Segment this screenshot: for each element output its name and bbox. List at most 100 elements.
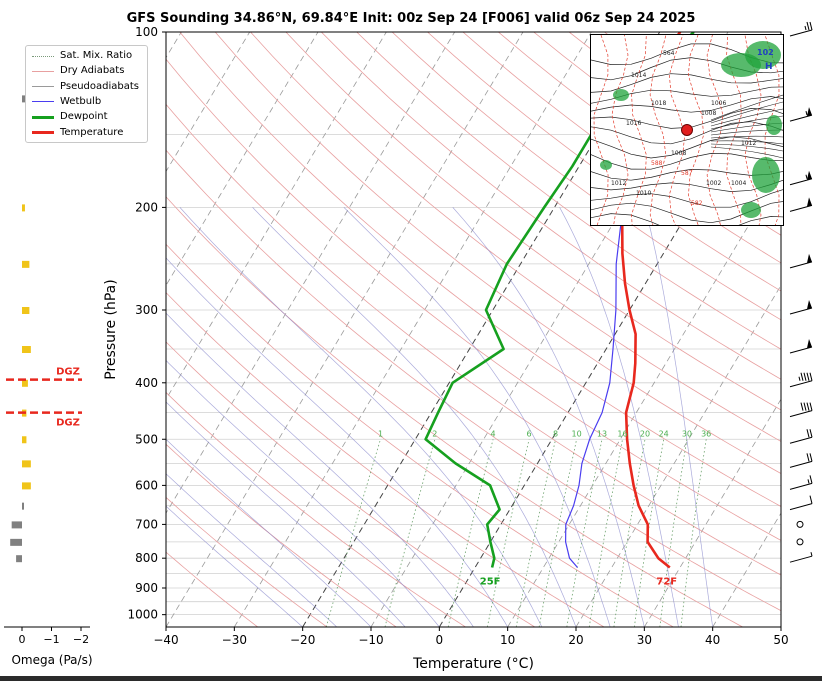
omega-bar [22, 502, 24, 510]
omega-bar [22, 482, 31, 490]
wind-barb [789, 170, 813, 186]
gradient-contour [710, 94, 783, 121]
mixing-ratio-line [384, 439, 436, 627]
isobar-label: 1018 [651, 100, 666, 107]
omega-tick-label: 0 [19, 633, 26, 646]
mixing-ratio-line [325, 439, 381, 627]
barb-full [809, 453, 813, 462]
calm-wind-circle [796, 520, 804, 528]
pseudoadiabat [166, 473, 338, 627]
isotherm-line [780, 626, 781, 627]
wind-barb [789, 475, 813, 490]
isobar-label: 1010 [636, 190, 651, 197]
pseudoadiabat [166, 438, 372, 627]
surface-label: 25F [480, 576, 501, 587]
mixing-ratio-label: 6 [527, 429, 532, 438]
pseudoadiabat [166, 257, 508, 627]
barb-flag [807, 299, 812, 309]
mixing-ratio-label: 16 [617, 429, 627, 438]
y-tick-label: 500 [135, 432, 158, 446]
pseudoadiabat [559, 207, 679, 627]
height-contour [726, 35, 742, 225]
wind-barb [789, 21, 813, 37]
barb-flag [807, 197, 812, 207]
precip-area [613, 89, 629, 101]
omega-tick-label: −1 [43, 633, 59, 646]
isotherm-line [370, 32, 729, 627]
dry-adiabat [356, 32, 781, 350]
mixing-ratio-label: 10 [572, 429, 582, 438]
legend-label: Wetbulb [60, 95, 102, 107]
x-tick-label: 40 [705, 633, 720, 647]
barb-full [809, 475, 813, 484]
chart-title: GFS Sounding 34.86°N, 69.84°E Init: 00z … [126, 11, 696, 26]
gradient-contour [710, 140, 783, 145]
legend-item: Sat. Mix. Ratio [32, 49, 146, 63]
barb-flag [807, 170, 812, 180]
dry-adiabat [166, 496, 328, 627]
barb-shaft [789, 178, 813, 186]
precip-area [752, 157, 780, 193]
barb-full [806, 372, 810, 381]
barb-full [806, 453, 810, 462]
precip-area [600, 160, 612, 170]
inset-contours: 564 1014 1016 1018 1012 1010 1008 1006 1004 1002 1… [591, 35, 783, 225]
y-axis-label: Pressure (hPa) [103, 279, 119, 379]
barb-shaft [789, 460, 813, 468]
omega-axis-label: Omega (Pa/s) [11, 653, 92, 667]
isobar-label: 1012 [741, 140, 756, 147]
isotherm-line [438, 56, 781, 627]
dry-adiabat [166, 149, 781, 612]
omega-bar [22, 460, 31, 468]
mixing-ratio-label: 4 [491, 429, 496, 438]
pseudoadiabat [179, 207, 543, 627]
barb-full [800, 402, 804, 411]
wind-barb [789, 339, 813, 354]
isobar-label: 1012 [611, 180, 626, 187]
omega-bar [22, 260, 30, 268]
wind-barb [789, 253, 813, 269]
isotherm-line [233, 32, 592, 627]
gradient-contour [710, 143, 783, 152]
omega-bar [11, 521, 22, 529]
legend-label: Temperature [60, 126, 124, 138]
barb-full [809, 402, 813, 411]
legend-swatch [32, 86, 54, 88]
barb-shaft [789, 380, 813, 388]
isobar-label: 1004 [731, 180, 746, 187]
x-tick-label: 20 [568, 633, 583, 647]
legend-swatch [32, 55, 54, 57]
barb-flag [807, 253, 812, 263]
legend-item: Pseudoadiabats [32, 80, 146, 94]
isotherm-line [643, 398, 781, 627]
precip-area [766, 115, 782, 135]
barb-half [804, 25, 807, 31]
mixing-ratio-label: 24 [659, 429, 669, 438]
x-tick-label: 10 [500, 633, 515, 647]
wind-barb [789, 299, 813, 315]
dry-adiabat [166, 103, 781, 576]
wind-barb [789, 429, 813, 444]
barb-full [809, 495, 813, 504]
height-contour [611, 35, 629, 225]
omega-bar [10, 538, 22, 546]
barb-half [805, 111, 808, 116]
pseudoadiabat [166, 312, 474, 627]
mixing-ratio-label: 20 [640, 429, 650, 438]
isobar-contour [591, 136, 783, 159]
legend-swatch [32, 115, 54, 119]
y-tick-label: 800 [135, 551, 158, 565]
barb-full [803, 402, 807, 411]
isobar-contour [591, 189, 783, 208]
isobar-label: 564 [663, 50, 675, 57]
mixing-ratio-line [515, 439, 556, 627]
mixing-ratio-line [588, 439, 623, 627]
legend-swatch [32, 70, 54, 72]
legend-label: Pseudoadiabats [60, 80, 140, 92]
legend-item: Dewpoint [32, 110, 146, 124]
x-tick-label: 30 [637, 633, 652, 647]
omega-tick-label: −2 [73, 633, 89, 646]
barb-shaft [789, 555, 813, 563]
